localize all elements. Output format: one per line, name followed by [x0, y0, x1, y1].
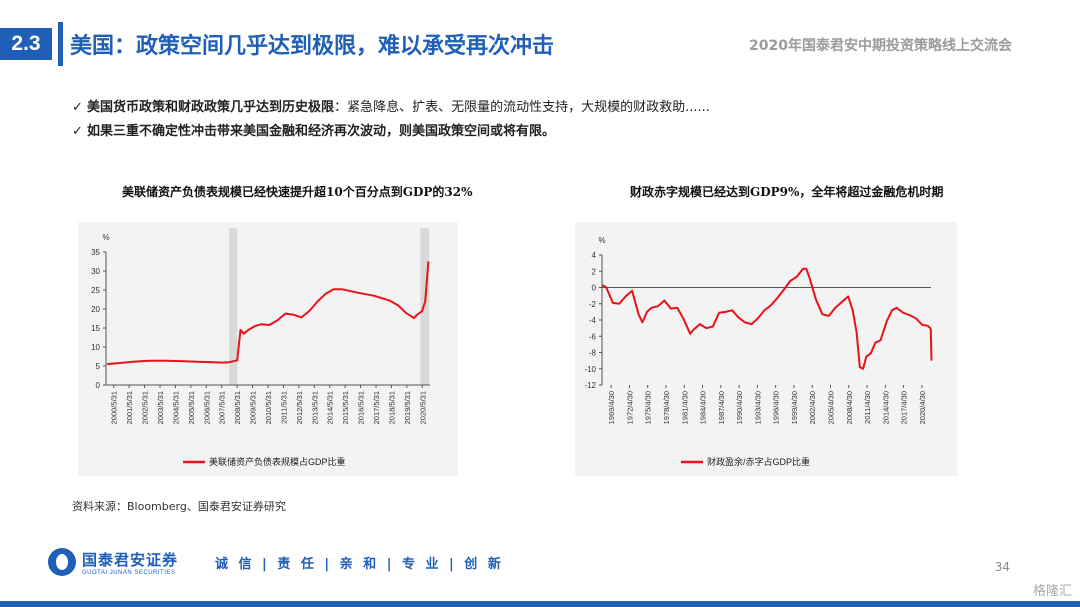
- x-tick-label: 1981/4/30: [680, 391, 689, 424]
- x-tick-label: 2000/5/31: [110, 391, 119, 424]
- y-tick-label: 15: [91, 324, 100, 333]
- logo-name-en: GUOTAI JUNAN SECURITIES: [82, 569, 176, 576]
- y-tick-label: -2: [589, 300, 597, 309]
- y-tick-label: 0: [592, 284, 597, 293]
- x-tick-label: 2010/5/31: [264, 391, 273, 424]
- bullet-list: ✓ 美国货币政策和财政政策几乎达到历史极限：紧急降息、扩表、无限量的流动性支持，…: [72, 96, 710, 144]
- y-tick-label: 10: [91, 343, 100, 352]
- chart-panel-left: % 0 5 10 15 20 25 30 35 2000/5/31 2001/5/31 2002/5/…: [78, 222, 458, 476]
- x-tick-label: 1975/4/30: [644, 391, 653, 424]
- x-tick-label: 2019/5/31: [403, 391, 412, 424]
- fiscal-deficit-chart: % -12 -10 -8 -6 -4 -2 0 2 4 1969/4/30 1972/4/30 1975…: [584, 236, 933, 467]
- x-tick-label: 1984/4/30: [699, 391, 708, 424]
- x-tick-label: 2002/4/30: [808, 391, 817, 424]
- legend-label: 财政盈余/赤字占GDP比重: [707, 456, 810, 467]
- legend-label: 美联储资产负债表规模占GDP比重: [209, 456, 346, 467]
- x-tick-label: 1972/4/30: [625, 391, 634, 424]
- logo-mark-icon: [48, 548, 76, 576]
- bullet-item: ✓ 如果三重不确定性冲击带来美国金融和经济再次波动，则美国政策空间或将有限。: [72, 120, 710, 144]
- check-icon: ✓: [72, 124, 83, 139]
- x-tick-label: 2015/5/31: [341, 391, 350, 424]
- x-tick-label: 2011/4/30: [863, 391, 872, 424]
- series-line: [601, 267, 933, 370]
- x-tick-label: 1993/4/30: [753, 391, 762, 424]
- x-tick-label: 2002/5/31: [141, 391, 150, 424]
- fed-balance-sheet-chart: % 0 5 10 15 20 25 30 35 2000/5/31 2001/5/31 2002/5/…: [91, 228, 430, 467]
- section-number: 2.3: [0, 28, 52, 60]
- title-accent-bar: [58, 22, 63, 66]
- x-tick-label: 2017/4/30: [900, 391, 909, 424]
- x-tick-label: 2018/5/31: [387, 391, 396, 424]
- chart-title-fiscal-deficit: 财政赤字规模已经达到GDP9%，全年将超过金融危机时期: [630, 185, 944, 199]
- x-tick-label: 1999/4/30: [790, 391, 799, 424]
- y-tick-label: 4: [592, 251, 597, 260]
- x-tick-label: 2009/5/31: [249, 391, 258, 424]
- data-source-note: 资料来源：Bloomberg、国泰君安证券研究: [72, 500, 286, 513]
- y-tick-label: 25: [91, 286, 100, 295]
- y-tick-label: 2: [592, 267, 597, 276]
- x-tick-label: 2004/5/31: [171, 391, 180, 424]
- y-tick-label: -8: [589, 349, 597, 358]
- recession-shade: [229, 228, 238, 385]
- y-unit-label: %: [598, 236, 605, 245]
- y-tick-label: 5: [96, 362, 101, 371]
- series-line: [107, 261, 430, 366]
- y-tick-label: -12: [584, 381, 596, 390]
- x-tick-label: 1996/4/30: [772, 391, 781, 424]
- y-unit-label: %: [102, 233, 109, 242]
- x-tick-label: 2005/5/31: [187, 391, 196, 424]
- page-number: 34: [994, 560, 1010, 574]
- page-subtitle: 2020年国泰君安中期投资策略线上交流会: [749, 38, 1012, 54]
- logo-name-cn: 国泰君安证券: [82, 550, 179, 569]
- check-icon: ✓: [72, 100, 83, 115]
- x-tick-label: 2011/5/31: [279, 391, 288, 424]
- x-tick-label: 2007/5/31: [218, 391, 227, 424]
- x-tick-label: 2006/5/31: [202, 391, 211, 424]
- x-tick-label: 2001/5/31: [125, 391, 134, 424]
- chart-title-fed-balance-sheet: 美联储资产负债表规模已经快速提升超10个百分点到GDP的32%: [122, 185, 473, 199]
- bullet-bold-text: 美国货币政策和财政政策几乎达到历史极限: [87, 100, 335, 115]
- x-tick-label: 1990/4/30: [735, 391, 744, 424]
- x-tick-label: 2003/5/31: [156, 391, 165, 424]
- y-tick-label: -6: [589, 332, 597, 341]
- x-tick-label: 2012/5/31: [295, 391, 304, 424]
- y-tick-label: -4: [589, 316, 597, 325]
- watermark: 格隆汇: [1032, 584, 1072, 599]
- recession-shade: [420, 228, 430, 385]
- x-tick-label: 2008/4/30: [845, 391, 854, 424]
- y-tick-label: -10: [584, 365, 596, 374]
- page-title: 美国：政策空间几乎达到极限，难以承受再次冲击: [70, 34, 555, 59]
- x-tick-label: 2014/4/30: [881, 391, 890, 424]
- x-tick-label: 2005/4/30: [826, 391, 835, 424]
- x-tick-label: 2020/4/30: [918, 391, 927, 424]
- x-tick-label: 2013/5/31: [310, 391, 319, 424]
- x-tick-label: 1978/4/30: [662, 391, 671, 424]
- x-tick-label: 1969/4/30: [607, 391, 616, 424]
- bullet-item: ✓ 美国货币政策和财政政策几乎达到历史极限：紧急降息、扩表、无限量的流动性支持，…: [72, 96, 710, 120]
- y-tick-label: 30: [91, 267, 100, 276]
- y-tick-label: 35: [91, 248, 100, 257]
- bullet-bold-text: 如果三重不确定性冲击带来美国金融和经济再次波动，则美国政策空间或将有限。: [87, 124, 556, 139]
- bullet-text: ：紧急降息、扩表、无限量的流动性支持，大规模的财政救助......: [334, 100, 710, 115]
- y-tick-label: 20: [91, 305, 100, 314]
- company-logo: 国泰君安证券 GUOTAI JUNAN SECURITIES: [48, 548, 178, 576]
- x-tick-label: 2020/5/31: [418, 391, 427, 424]
- y-tick-label: 0: [96, 381, 101, 390]
- x-tick-label: 2008/5/31: [233, 391, 242, 424]
- x-tick-label: 2017/5/31: [372, 391, 381, 424]
- chart-panel-right: % -12 -10 -8 -6 -4 -2 0 2 4 1969/4/30 1972/4/30 1975…: [575, 222, 957, 476]
- x-tick-label: 2014/5/31: [326, 391, 335, 424]
- footer-bar: [0, 601, 1080, 607]
- x-tick-label: 2016/5/31: [357, 391, 366, 424]
- x-tick-label: 1987/4/30: [717, 391, 726, 424]
- company-motto: 诚 信 | 责 任 | 亲 和 | 专 业 | 创 新: [215, 557, 504, 572]
